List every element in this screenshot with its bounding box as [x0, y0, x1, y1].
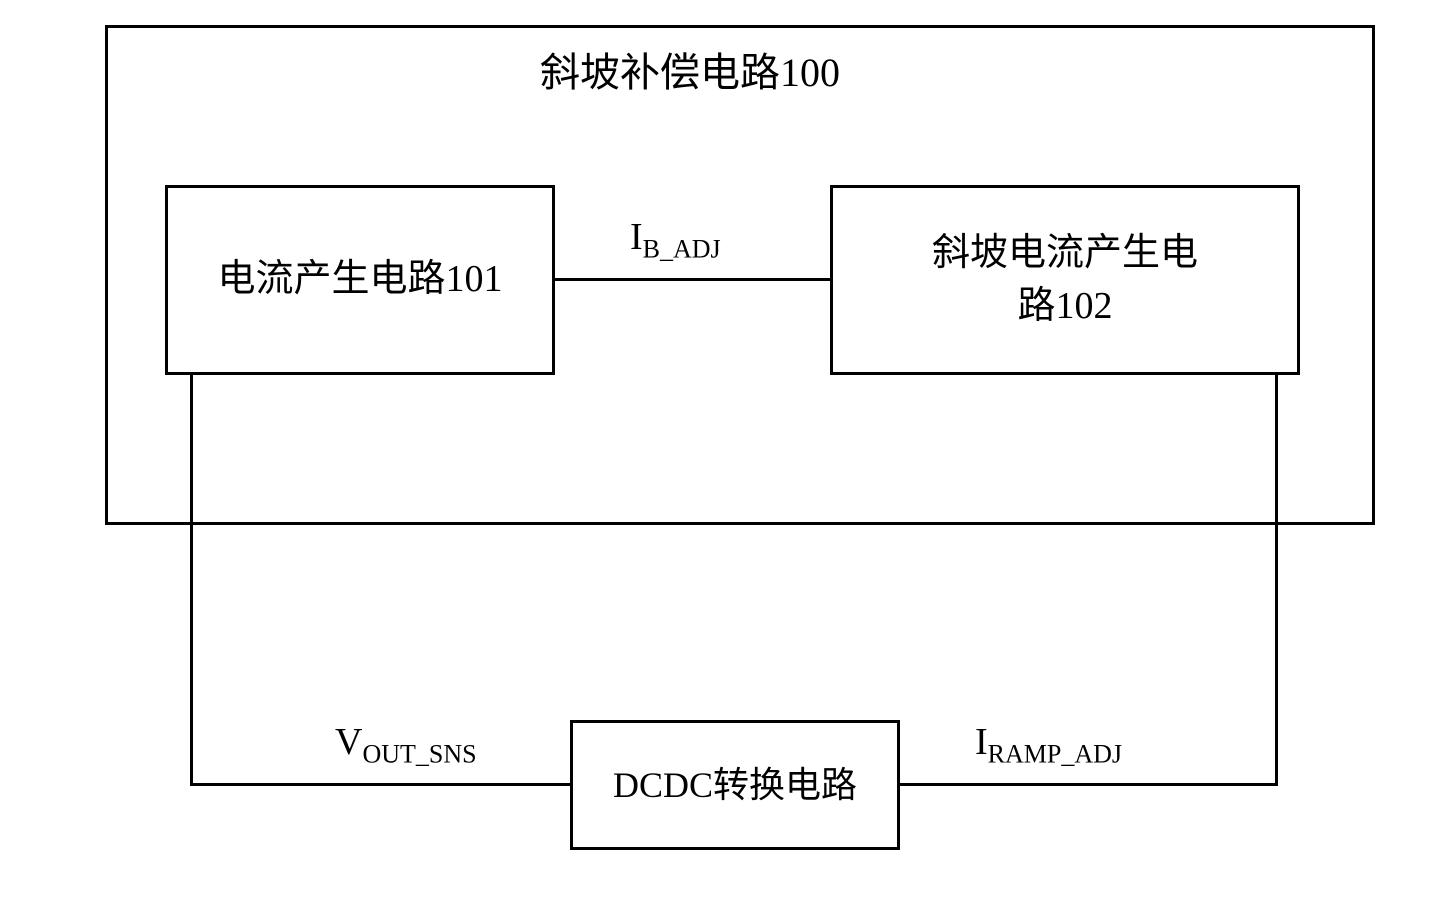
connector-right-vertical: [1275, 375, 1278, 785]
main-title: 斜坡补偿电路100: [540, 40, 840, 98]
vout-sns-prefix: V: [335, 721, 362, 763]
block-102: 斜坡电流产生电 路102: [830, 185, 1300, 375]
connector-101-102: [555, 278, 830, 281]
block-101: 电流产生电路101: [165, 185, 555, 375]
block-102-label: 斜坡电流产生电 路102: [932, 227, 1198, 333]
block-102-label-line2: 路102: [1017, 285, 1112, 327]
block-dcdc-label: DCDC转换电路: [613, 760, 857, 810]
ib-adj-suffix: B_ADJ: [643, 235, 721, 264]
connector-left-horizontal: [190, 783, 570, 786]
block-101-label: 电流产生电路101: [217, 253, 502, 306]
block-dcdc: DCDC转换电路: [570, 720, 900, 850]
signal-ib-adj: IB_ADJ: [630, 215, 721, 265]
iramp-adj-prefix: I: [975, 721, 988, 763]
ib-adj-prefix: I: [630, 216, 643, 258]
signal-vout-sns: VOUT_SNS: [335, 720, 477, 770]
iramp-adj-suffix: RAMP_ADJ: [988, 740, 1122, 769]
connector-left-vertical: [190, 375, 193, 785]
signal-iramp-adj: IRAMP_ADJ: [975, 720, 1122, 770]
block-102-label-line1: 斜坡电流产生电: [932, 232, 1198, 274]
vout-sns-suffix: OUT_SNS: [362, 740, 476, 769]
connector-right-horizontal: [900, 783, 1278, 786]
block-diagram: 斜坡补偿电路100 电流产生电路101 斜坡电流产生电 路102 IB_ADJ …: [50, 20, 1380, 870]
